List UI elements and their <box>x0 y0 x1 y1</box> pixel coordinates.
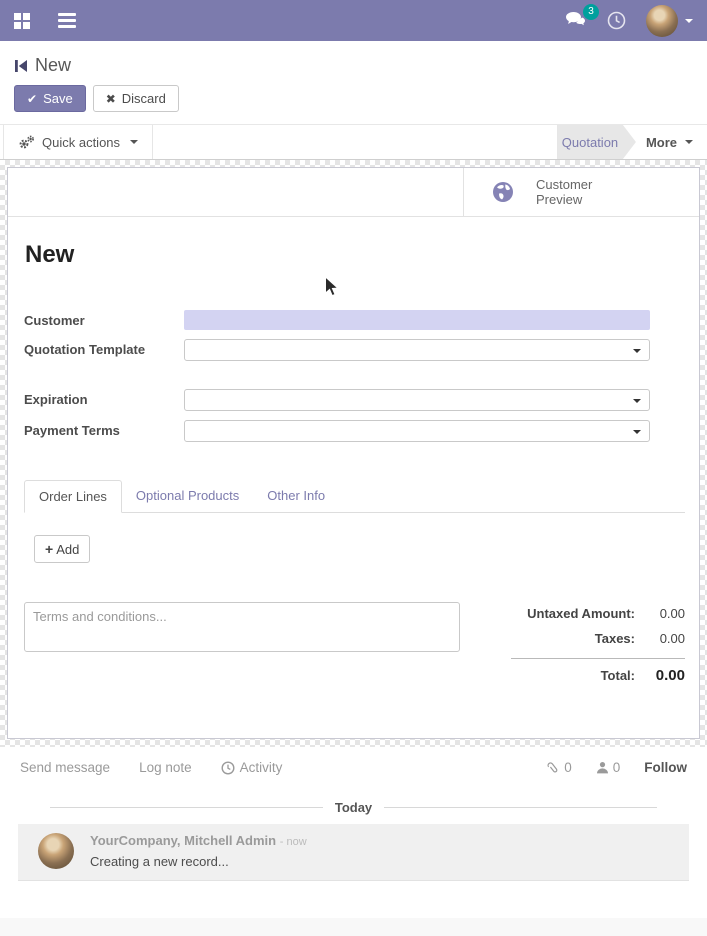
chevron-down-icon <box>633 349 641 353</box>
stage-more-dropdown[interactable]: More <box>636 125 707 159</box>
message-timestamp: - now <box>279 836 307 848</box>
plus-icon: + <box>45 541 54 557</box>
top-navbar: 3 <box>0 0 707 41</box>
user-avatar <box>646 4 678 37</box>
back-to-list-icon[interactable] <box>14 59 28 73</box>
messages-badge: 3 <box>583 3 599 20</box>
check-icon: ✔ <box>27 91 38 106</box>
payment-terms-select[interactable] <box>184 420 650 442</box>
record-title: New <box>25 241 75 268</box>
control-panel-toolbar: Quick actions Quotation More <box>0 124 707 160</box>
globe-icon <box>493 182 513 202</box>
chevron-down-icon <box>130 140 139 144</box>
follow-button[interactable]: Follow <box>644 760 687 775</box>
quotation-template-select[interactable] <box>184 339 650 361</box>
schedule-activity-button[interactable]: Activity <box>221 760 282 775</box>
expiration-label: Expiration <box>24 392 88 407</box>
customer-preview-button[interactable]: Customer Preview <box>463 168 699 216</box>
form-sheet: Customer Preview New Customer Quotation … <box>7 167 700 739</box>
messages-button[interactable]: 3 <box>565 3 599 31</box>
sheet-background: Customer Preview New Customer Quotation … <box>0 160 707 747</box>
total-value: 0.00 <box>655 667 685 684</box>
close-icon: ✖ <box>105 91 116 106</box>
untaxed-amount-label: Untaxed Amount: <box>527 606 635 621</box>
chevron-down-icon <box>633 430 641 434</box>
cogs-icon <box>19 135 34 148</box>
chatter-toolbar: Send message Log note Activity 0 0 Follo… <box>0 747 707 786</box>
hamburger-menu-icon[interactable] <box>58 13 76 28</box>
person-icon <box>596 762 608 774</box>
chevron-down-icon <box>685 18 693 23</box>
statusbar: Quotation More <box>557 125 707 159</box>
attachments-count: 0 <box>564 760 572 775</box>
followers-button[interactable]: 0 <box>596 760 621 775</box>
message-body: Creating a new record... <box>90 854 229 869</box>
chevron-down-icon <box>633 399 641 403</box>
quotation-template-label: Quotation Template <box>24 342 146 357</box>
taxes-label: Taxes: <box>594 631 635 646</box>
attachments-button[interactable]: 0 <box>546 760 572 775</box>
expiration-select[interactable] <box>184 389 650 411</box>
date-divider-label: Today <box>334 800 373 815</box>
chat-bubbles-icon <box>566 11 585 25</box>
quick-actions-dropdown[interactable]: Quick actions <box>3 125 154 159</box>
notebook-tabs: Order Lines Optional Products Other Info <box>24 480 685 513</box>
totals-panel: Untaxed Amount: 0.00 Taxes: 0.00 Total: … <box>511 602 685 694</box>
paperclip-icon <box>547 761 558 772</box>
apps-grid-icon[interactable] <box>14 12 30 29</box>
footer-strip <box>0 918 707 936</box>
chatter-message: YourCompany, Mitchell Admin - now Creati… <box>18 824 689 881</box>
add-line-button[interactable]: + Add <box>34 535 91 563</box>
followers-count: 0 <box>612 760 621 775</box>
stage-quotation[interactable]: Quotation <box>558 125 636 159</box>
totals-divider <box>511 658 685 659</box>
date-divider: Today <box>50 800 658 815</box>
message-author-avatar <box>38 833 74 869</box>
page-title: New <box>35 55 72 75</box>
tab-other-info[interactable]: Other Info <box>267 488 326 503</box>
log-note-button[interactable]: Log note <box>139 760 192 775</box>
activity-clock-icon[interactable] <box>607 11 626 30</box>
payment-terms-label: Payment Terms <box>24 423 120 438</box>
send-message-button[interactable]: Send message <box>20 760 111 775</box>
customer-label: Customer <box>24 313 85 328</box>
button-box: Customer Preview <box>8 168 699 217</box>
breadcrumb: New <box>0 41 707 76</box>
customer-input[interactable] <box>184 310 650 330</box>
tab-optional-products[interactable]: Optional Products <box>135 488 240 503</box>
message-author: YourCompany, Mitchell Admin <box>90 833 277 848</box>
total-label: Total: <box>600 668 635 683</box>
discard-button[interactable]: ✖ Discard <box>92 85 179 112</box>
terms-and-conditions-input[interactable] <box>24 602 460 652</box>
taxes-value: 0.00 <box>659 631 685 646</box>
save-button[interactable]: ✔ Save <box>14 85 86 112</box>
tab-order-lines[interactable]: Order Lines <box>24 480 122 513</box>
user-menu[interactable] <box>646 4 693 37</box>
clock-icon <box>221 760 235 775</box>
chevron-down-icon <box>685 140 693 144</box>
untaxed-amount-value: 0.00 <box>659 606 685 621</box>
